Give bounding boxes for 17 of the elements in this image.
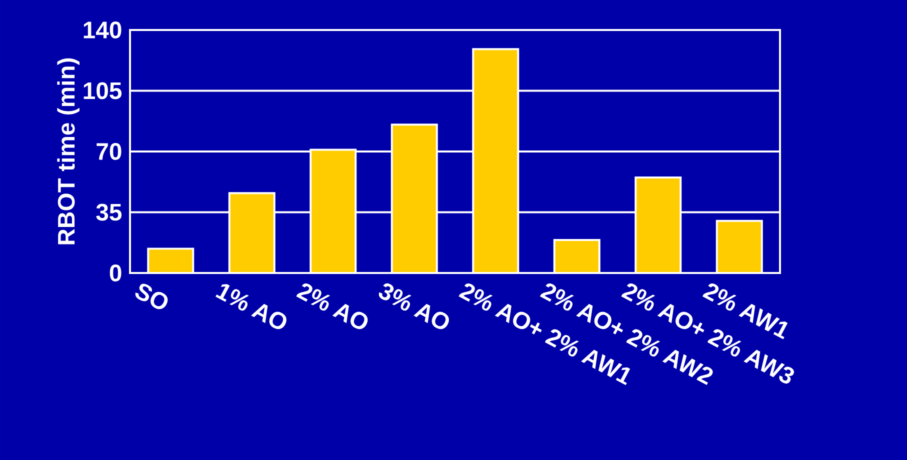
bar [716, 220, 763, 273]
x-tick-label: 3% AO [378, 283, 449, 330]
bar [634, 176, 682, 273]
x-tick-label: SO [135, 284, 168, 310]
bar [228, 192, 276, 273]
y-tick-label: 0 [110, 264, 122, 282]
x-tick-label: 2% AO [296, 283, 368, 330]
bar [472, 48, 520, 273]
y-tick-label: 105 [84, 82, 122, 100]
y-tick-label: 140 [84, 22, 122, 38]
x-tick-label: 1% AO [216, 284, 286, 330]
y-axis-title: RBOT time (min) [57, 58, 80, 244]
bar [553, 239, 600, 273]
bar [310, 148, 357, 273]
y-tick-label: 35 [96, 204, 122, 221]
y-tick-label: 70 [96, 143, 122, 160]
bar [390, 124, 438, 273]
